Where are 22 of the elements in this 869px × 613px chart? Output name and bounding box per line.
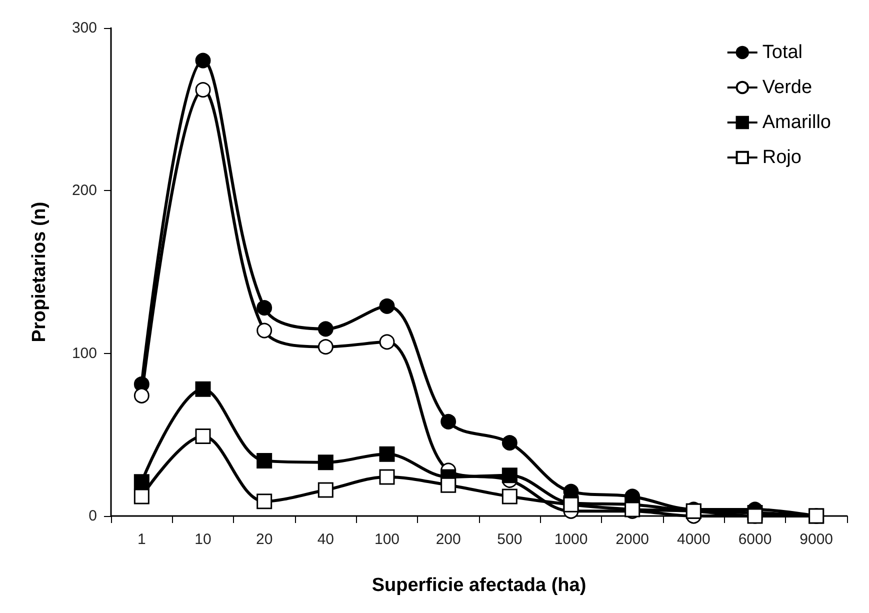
x-tick-label: 2000 [616, 531, 650, 548]
legend-label: Total [762, 42, 803, 63]
x-tick-label: 9000 [800, 531, 834, 548]
legend-label: Verde [762, 77, 812, 98]
x-tick-label: 100 [374, 531, 400, 548]
x-tick-label: 500 [497, 531, 522, 548]
x-tick-label: 1 [137, 531, 146, 548]
x-tick-label: 6000 [738, 531, 772, 548]
y-tick-label: 300 [72, 20, 97, 36]
y-axis-title: Propietarios (n) [29, 202, 50, 342]
y-tick-label: 200 [72, 182, 97, 200]
x-tick-label: 10 [194, 531, 212, 548]
legend-label: Amarillo [762, 112, 831, 133]
x-tick-label: 4000 [676, 531, 710, 548]
x-tick-label: 1000 [554, 531, 588, 548]
x-axis-title: Superficie afectada (ha) [372, 575, 586, 596]
x-tick-label: 40 [317, 531, 334, 548]
y-tick-label: 100 [72, 344, 97, 362]
x-tick-label: 20 [256, 531, 273, 548]
x-tick-label: 200 [436, 531, 461, 548]
legend-label: Rojo [762, 147, 802, 168]
y-tick-label: 0 [88, 508, 97, 524]
